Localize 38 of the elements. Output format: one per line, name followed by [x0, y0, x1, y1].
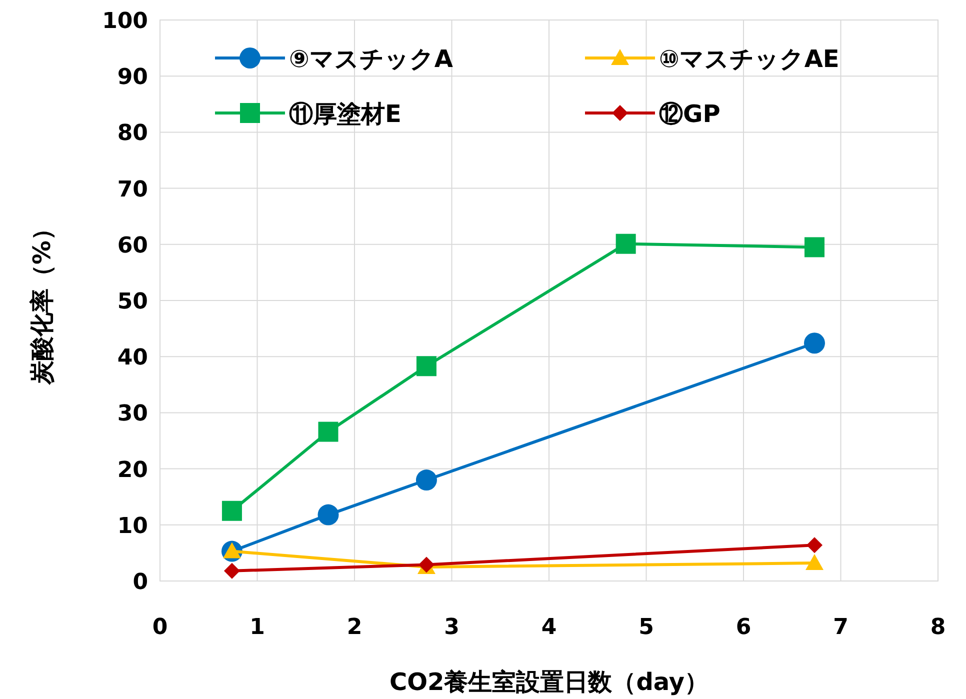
x-tick-label: 0	[152, 615, 168, 640]
x-tick-label: 8	[930, 615, 946, 640]
legend-label: ⑨マスチックA	[289, 45, 454, 73]
x-tick-label: 1	[250, 615, 265, 640]
y-tick-label: 100	[102, 9, 148, 34]
point	[416, 356, 436, 376]
legend-label: ⑪厚塗材E	[289, 100, 402, 128]
point	[806, 537, 822, 554]
point	[222, 542, 241, 558]
point	[804, 237, 824, 258]
y-tick-label: 30	[117, 402, 148, 427]
point	[224, 562, 240, 579]
x-tick-label: 5	[638, 615, 654, 640]
y-tick-label: 80	[117, 121, 148, 146]
y-tick-label: 0	[132, 570, 148, 595]
y-tick-label: 40	[117, 346, 148, 371]
point	[804, 332, 825, 354]
x-tick-label: 2	[346, 615, 362, 640]
point	[222, 500, 242, 521]
legend-label: ⑩マスチックAE	[659, 45, 840, 73]
point	[805, 554, 824, 570]
y-tick-label: 20	[117, 458, 148, 483]
y-tick-label: 10	[117, 514, 148, 539]
point	[318, 504, 339, 526]
point	[318, 422, 338, 442]
y-tick-label: 50	[117, 290, 148, 314]
x-tick-label: 7	[833, 615, 848, 640]
y-tick-label: 60	[117, 233, 148, 258]
y-axis-title: 炭酸化率（%）	[28, 216, 56, 386]
x-tick-label: 4	[541, 615, 557, 640]
point	[416, 470, 437, 491]
x-tick-label: 6	[736, 615, 752, 640]
legend-label: ⑫GP	[659, 100, 720, 128]
y-tick-label: 90	[117, 65, 148, 90]
x-tick-label: 3	[444, 615, 460, 640]
y-tick-label: 70	[117, 177, 148, 202]
x-axis-title: CO2養生室設置日数（day）	[390, 668, 708, 696]
point	[616, 234, 636, 254]
